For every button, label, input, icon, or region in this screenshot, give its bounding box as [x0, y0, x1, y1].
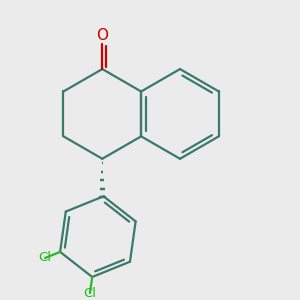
- Text: O: O: [96, 28, 108, 43]
- Text: Cl: Cl: [83, 286, 96, 300]
- Text: Cl: Cl: [38, 251, 51, 265]
